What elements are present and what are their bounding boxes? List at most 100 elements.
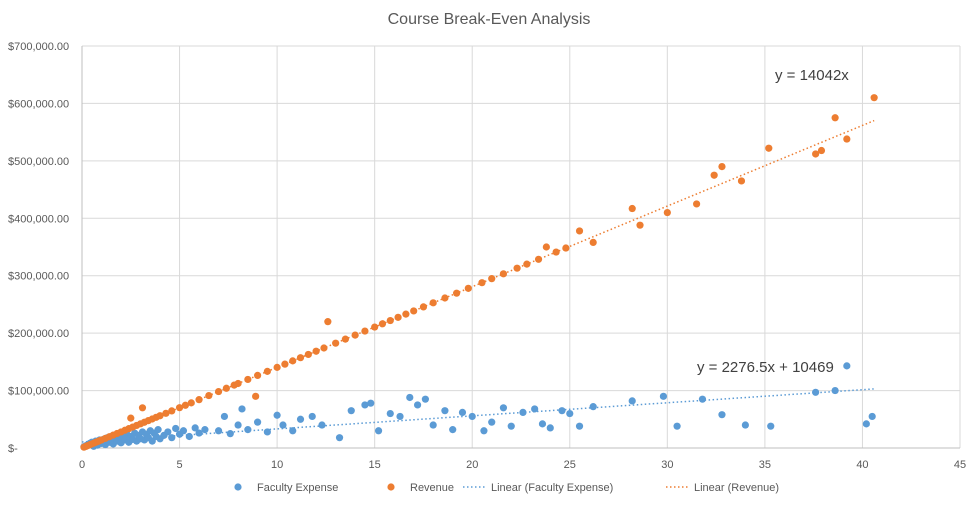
revenue-point [234,379,242,388]
equation-layer: y = 2276.5x + 10469 y = 14042x [697,67,849,376]
faculty-expense-point [214,427,223,435]
faculty-expense-point [289,427,297,435]
x-tick-label: 35 [759,459,771,471]
revenue-point [386,316,394,325]
revenue-point [289,357,297,365]
faculty-expense-point [406,393,414,402]
revenue-point [812,150,820,158]
revenue-point [138,404,147,412]
revenue-point [156,412,164,420]
y-tick-label: $200,000.00 [8,328,69,340]
faculty-expense-point [279,421,287,429]
faculty-expense-point [396,412,404,421]
faculty-expense-point [468,412,476,421]
faculty-expense-point [659,392,668,400]
revenue-point [441,294,449,302]
revenue-point [817,146,826,155]
linear-faculty-expense--trendline [81,388,875,443]
revenue-point [513,264,521,272]
faculty-expense-point [575,422,584,430]
faculty-expense-point [335,434,344,442]
faculty-expense-point [499,404,508,412]
revenue-point [765,144,773,152]
revenue-point [453,289,461,297]
revenue-point [534,255,543,263]
faculty-expense-point [179,427,188,435]
revenue-point [214,387,223,396]
revenue-point [402,310,410,318]
revenue-point [181,401,190,409]
revenue-point [663,208,671,217]
y-tick-label: $100,000.00 [8,386,69,398]
revenue-point [843,135,851,143]
linear-revenue--trendline [81,119,875,449]
faculty-expense-point [421,395,429,403]
revenue-point [628,204,636,213]
revenue-point [187,399,195,407]
revenue-point [168,407,176,415]
faculty-expense-point [374,427,383,435]
x-tick-label: 0 [79,459,85,471]
revenue-point [523,260,531,268]
revenue-point [542,243,550,251]
faculty-expense-point [413,401,422,409]
trendline-layer [81,119,875,449]
faculty-expense-point [589,403,597,411]
faculty-expense-point [812,388,820,396]
revenue-point [127,414,135,422]
x-tick-label: 40 [856,459,868,471]
y-tick-label: $300,000.00 [8,271,69,283]
faculty-expense-point [628,397,636,405]
faculty-expense-point [566,409,574,418]
faculty-expense-point [558,407,566,415]
revenue-point [693,200,701,208]
point-layer [80,94,878,451]
faculty-expense-point [238,405,246,413]
revenue-point [488,275,496,283]
revenue-point [162,409,170,417]
faculty-expense-point [480,427,488,435]
faculty-expense-point [488,418,496,426]
y-tick-label: $400,000.00 [8,213,69,225]
legend-label: Revenue [410,482,454,494]
revenue-point [281,360,289,368]
faculty-expense-point [868,412,876,421]
faculty-expense-point [507,422,515,430]
x-tick-label: 30 [661,459,673,471]
faculty-expense-point [308,412,316,421]
x-tick-label: 25 [564,459,576,471]
legend: Faculty Expense Revenue Linear (Faculty Ex… [234,482,779,494]
revenue-point [273,363,281,371]
revenue-point [296,354,305,362]
faculty-expense-point [234,421,242,429]
revenue-point [718,163,726,171]
faculty-expense-point [698,395,707,403]
faculty-expense-point [172,424,180,433]
legend-label: Linear (Faculty Expense) [491,482,613,494]
faculty-expense-point [538,420,547,428]
faculty-expense-point [767,422,775,430]
faculty-expense-point [519,408,527,416]
faculty-expense-point [862,420,870,428]
trendline-equation: y = 2276.5x + 10469 [697,359,834,376]
revenue-point [351,331,359,339]
revenue-point [831,114,839,122]
faculty-expense-point [244,426,252,434]
revenue-point [589,238,597,247]
x-tick-label: 20 [466,459,478,471]
faculty-expense-point [347,407,355,415]
revenue-point [195,396,203,404]
revenue-point [636,221,644,229]
revenue-point [394,313,402,321]
y-tick-label: $600,000.00 [8,98,69,110]
revenue-point [464,284,472,292]
revenue-point [341,335,349,343]
revenue-point [205,391,213,400]
revenue-point [410,307,418,315]
revenue-point [312,347,320,355]
revenue-point [378,320,387,328]
faculty-expense-point [191,424,199,432]
trendline-equation: y = 14042x [775,67,849,84]
legend-marker-revenue [387,483,395,491]
legend-marker-faculty-expense [234,483,242,491]
